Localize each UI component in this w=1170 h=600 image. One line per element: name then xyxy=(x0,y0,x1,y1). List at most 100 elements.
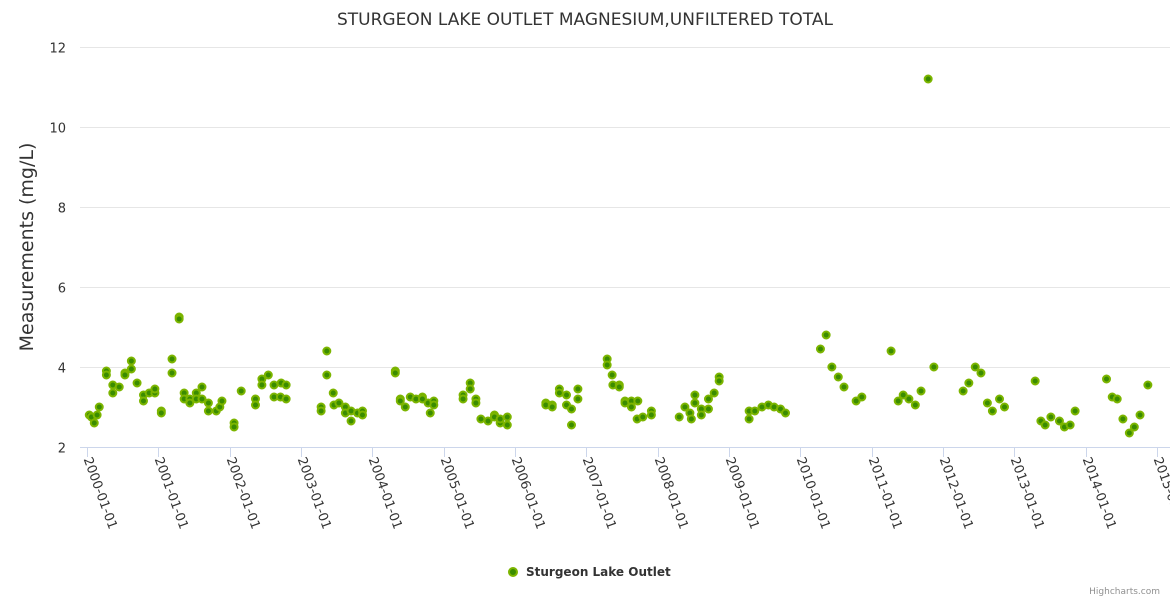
data-point[interactable] xyxy=(108,388,118,398)
data-point[interactable] xyxy=(322,370,332,380)
data-point[interactable] xyxy=(638,412,648,422)
data-point[interactable] xyxy=(554,388,564,398)
data-point[interactable] xyxy=(1124,428,1134,438)
data-point[interactable] xyxy=(236,386,246,396)
data-point[interactable] xyxy=(1054,416,1064,426)
data-point[interactable] xyxy=(217,396,227,406)
data-point[interactable] xyxy=(633,396,643,406)
data-point[interactable] xyxy=(229,422,239,432)
data-point[interactable] xyxy=(703,404,713,414)
data-point[interactable] xyxy=(203,406,213,416)
data-point[interactable] xyxy=(970,362,980,372)
data-point[interactable] xyxy=(964,378,974,388)
data-point[interactable] xyxy=(1070,406,1080,416)
data-point[interactable] xyxy=(614,382,624,392)
data-point[interactable] xyxy=(269,380,279,390)
data-point[interactable] xyxy=(92,410,102,420)
data-point[interactable] xyxy=(156,408,166,418)
data-point[interactable] xyxy=(851,396,861,406)
data-point[interactable] xyxy=(995,394,1005,404)
data-point[interactable] xyxy=(827,362,837,372)
data-point[interactable] xyxy=(607,370,617,380)
data-point[interactable] xyxy=(126,356,136,366)
data-point[interactable] xyxy=(674,412,684,422)
data-point[interactable] xyxy=(167,354,177,364)
legend-item-label[interactable]: Sturgeon Lake Outlet xyxy=(526,565,671,579)
data-point[interactable] xyxy=(138,396,148,406)
data-point[interactable] xyxy=(781,408,791,418)
data-point[interactable] xyxy=(316,406,326,416)
data-point[interactable] xyxy=(910,400,920,410)
data-point[interactable] xyxy=(690,390,700,400)
data-point[interactable] xyxy=(839,382,849,392)
data-point[interactable] xyxy=(495,414,505,424)
data-point[interactable] xyxy=(197,382,207,392)
credits-link[interactable]: Highcharts.com xyxy=(1089,587,1160,597)
data-point[interactable] xyxy=(1118,414,1128,424)
data-point[interactable] xyxy=(573,384,583,394)
data-point[interactable] xyxy=(395,396,405,406)
data-point[interactable] xyxy=(185,398,195,408)
data-point[interactable] xyxy=(89,418,99,428)
data-point[interactable] xyxy=(987,406,997,416)
data-point[interactable] xyxy=(566,404,576,414)
data-point[interactable] xyxy=(257,380,267,390)
data-point[interactable] xyxy=(680,402,690,412)
data-point[interactable] xyxy=(346,416,356,426)
data-point[interactable] xyxy=(573,394,583,404)
data-point[interactable] xyxy=(101,370,111,380)
data-point[interactable] xyxy=(1046,412,1056,422)
data-point[interactable] xyxy=(400,402,410,412)
data-point[interactable] xyxy=(281,394,291,404)
data-point[interactable] xyxy=(1135,410,1145,420)
data-point[interactable] xyxy=(690,398,700,408)
data-point[interactable] xyxy=(686,414,696,424)
data-point[interactable] xyxy=(750,406,760,416)
data-point[interactable] xyxy=(626,402,636,412)
data-point[interactable] xyxy=(429,400,439,410)
data-point[interactable] xyxy=(114,382,124,392)
data-point[interactable] xyxy=(197,394,207,404)
data-point[interactable] xyxy=(744,414,754,424)
data-point[interactable] xyxy=(458,394,468,404)
data-point[interactable] xyxy=(328,388,338,398)
data-point[interactable] xyxy=(703,394,713,404)
data-point[interactable] xyxy=(1030,376,1040,386)
data-point[interactable] xyxy=(334,398,344,408)
data-point[interactable] xyxy=(1000,402,1010,412)
data-point[interactable] xyxy=(646,410,656,420)
data-point[interactable] xyxy=(562,390,572,400)
data-point[interactable] xyxy=(150,384,160,394)
data-point[interactable] xyxy=(893,396,903,406)
data-point[interactable] xyxy=(465,384,475,394)
data-point[interactable] xyxy=(483,416,493,426)
data-point[interactable] xyxy=(1129,422,1139,432)
data-point[interactable] xyxy=(132,378,142,388)
data-point[interactable] xyxy=(1112,394,1122,404)
data-point[interactable] xyxy=(281,380,291,390)
data-point[interactable] xyxy=(833,372,843,382)
data-point[interactable] xyxy=(357,410,367,420)
data-point[interactable] xyxy=(714,376,724,386)
data-point[interactable] xyxy=(1065,420,1075,430)
data-point[interactable] xyxy=(174,314,184,324)
data-point[interactable] xyxy=(1102,374,1112,384)
data-point[interactable] xyxy=(1040,420,1050,430)
data-point[interactable] xyxy=(976,368,986,378)
data-point[interactable] xyxy=(821,330,831,340)
data-point[interactable] xyxy=(929,362,939,372)
data-point[interactable] xyxy=(886,346,896,356)
data-point[interactable] xyxy=(1143,380,1153,390)
data-point[interactable] xyxy=(916,386,926,396)
data-point[interactable] xyxy=(696,410,706,420)
data-point[interactable] xyxy=(476,414,486,424)
data-point[interactable] xyxy=(602,360,612,370)
data-point[interactable] xyxy=(982,398,992,408)
data-point[interactable] xyxy=(898,390,908,400)
data-point[interactable] xyxy=(709,388,719,398)
data-point[interactable] xyxy=(502,420,512,430)
data-point[interactable] xyxy=(390,368,400,378)
data-point[interactable] xyxy=(857,392,867,402)
data-point[interactable] xyxy=(502,412,512,422)
data-point[interactable] xyxy=(126,364,136,374)
